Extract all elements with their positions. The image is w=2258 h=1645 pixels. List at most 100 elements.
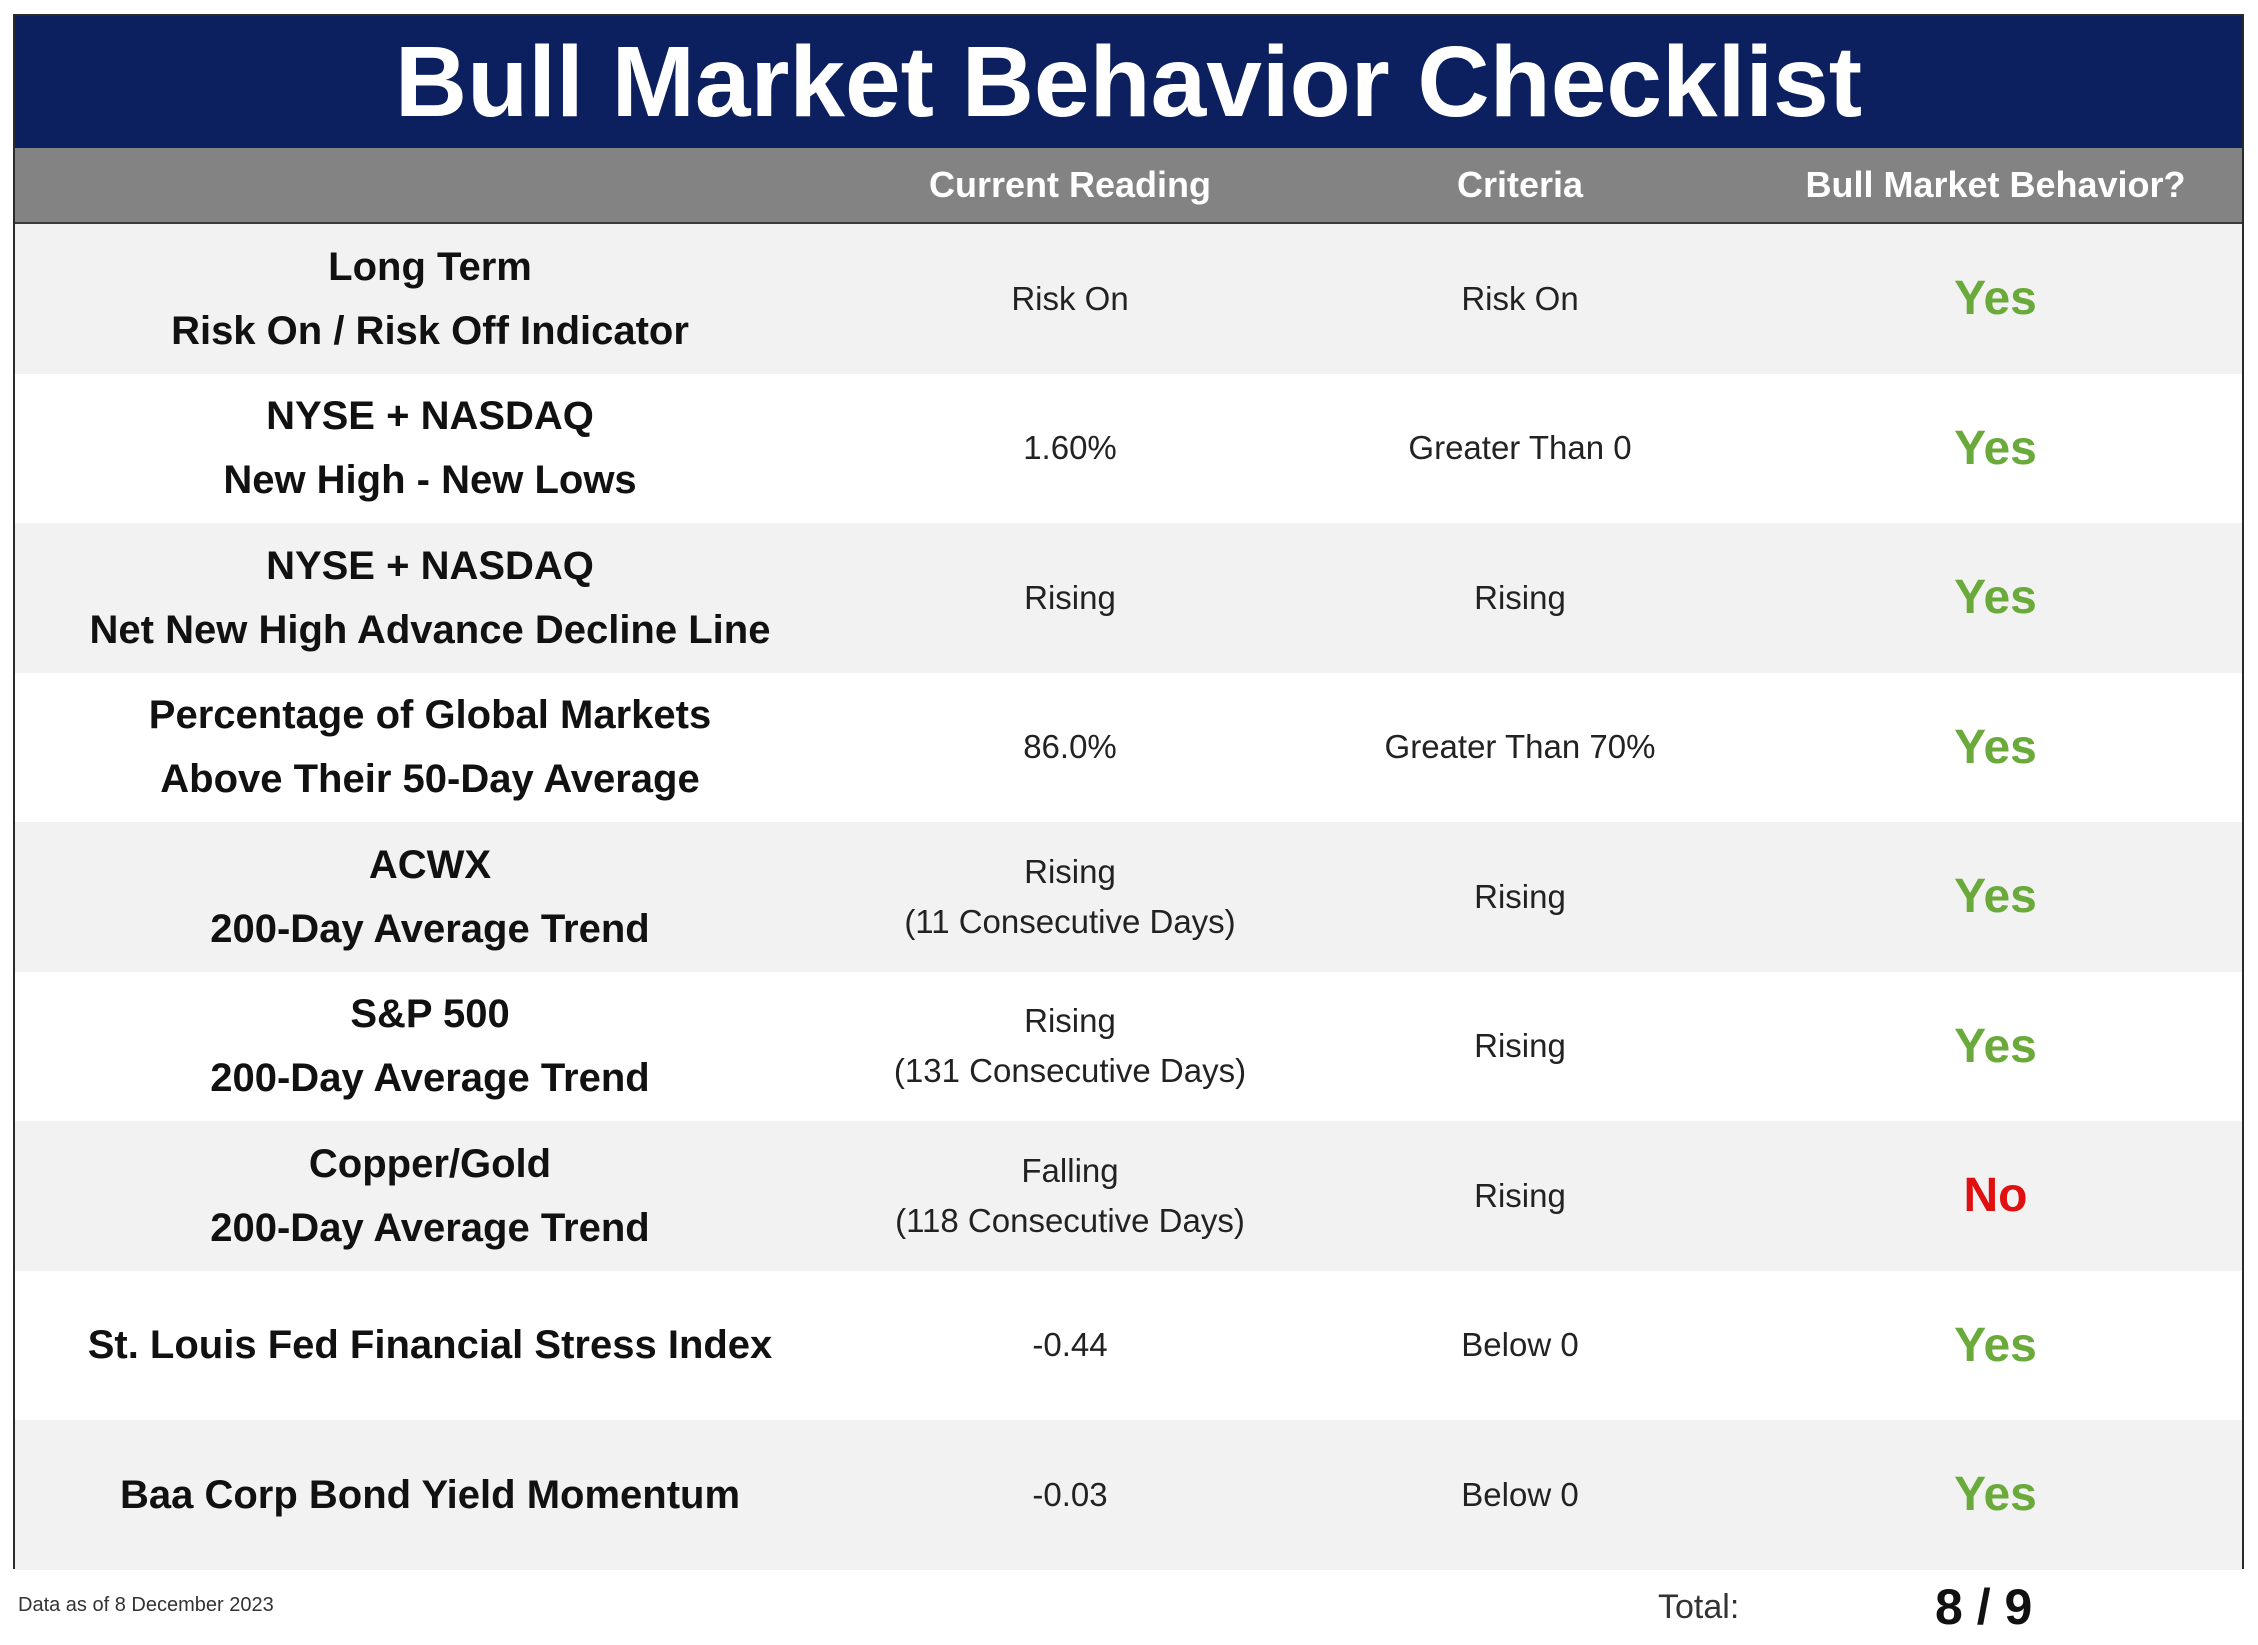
indicator-cell: S&P 500 200-Day Average Trend: [15, 972, 845, 1122]
header-bull-market-behavior: Bull Market Behavior?: [1805, 164, 2186, 205]
verdict-cell: Yes: [1745, 972, 2246, 1122]
verdict-cell: Yes: [1745, 523, 2246, 673]
verdict-yes: Yes: [1954, 421, 2037, 475]
page-title: Bull Market Behavior Checklist: [394, 26, 1863, 138]
indicator-label: Copper/Gold: [308, 1141, 552, 1186]
current-reading-cell: -0.44: [845, 1271, 1295, 1421]
header-indicator: [15, 148, 845, 222]
indicator-label: 200-Day Average Trend: [210, 1056, 650, 1101]
total-label: Total:: [1658, 1588, 1740, 1626]
current-reading-value: -0.03: [1032, 1475, 1108, 1513]
current-reading-cell: Rising (11 Consecutive Days): [845, 822, 1295, 972]
indicator-label: Baa Corp Bond Yield Momentum: [119, 1472, 741, 1517]
indicator-cell: St. Louis Fed Financial Stress Index: [15, 1271, 845, 1421]
indicator-label: Percentage of Global Markets: [148, 693, 712, 738]
indicator-cell: NYSE + NASDAQ Net New High Advance Declin…: [15, 523, 845, 673]
indicator-label: Net New High Advance Decline Line: [89, 607, 771, 652]
current-reading-cell: Rising (131 Consecutive Days): [845, 972, 1295, 1122]
header-current-reading: Current Reading: [928, 164, 1212, 205]
table-body: Long Term Risk On / Risk Off Indicator Ris…: [15, 224, 2242, 1570]
table-row: Copper/Gold 200-Day Average Trend Falling (…: [15, 1121, 2242, 1271]
table-row: S&P 500 200-Day Average Trend Rising (131 C…: [15, 971, 2242, 1122]
indicator-label: Long Term: [328, 244, 532, 289]
current-reading-cell: Rising: [845, 523, 1295, 673]
verdict-yes: Yes: [1954, 272, 2037, 326]
criteria-cell: Below 0: [1295, 1271, 1745, 1421]
current-reading-cell: 86.0%: [845, 673, 1295, 823]
current-reading-cell: 1.60%: [845, 374, 1295, 524]
indicator-label: NYSE + NASDAQ: [266, 394, 594, 439]
verdict-yes: Yes: [1954, 870, 2037, 924]
table-row: Baa Corp Bond Yield Momentum -0.03 Below 0…: [15, 1420, 2242, 1570]
verdict-yes: Yes: [1954, 1318, 2037, 1372]
indicator-label: NYSE + NASDAQ: [266, 543, 594, 588]
criteria-value: Rising: [1474, 578, 1566, 616]
criteria-value: Greater Than 0: [1408, 429, 1632, 467]
current-reading-value: Rising: [1024, 578, 1116, 616]
criteria-cell: Rising: [1295, 822, 1745, 972]
criteria-value: Rising: [1474, 1176, 1566, 1214]
current-reading-cell: Falling (118 Consecutive Days): [845, 1121, 1295, 1271]
indicator-cell: Copper/Gold 200-Day Average Trend: [15, 1121, 845, 1271]
criteria-value: Greater Than 70%: [1384, 728, 1656, 766]
criteria-cell: Below 0: [1295, 1420, 1745, 1570]
criteria-value: Rising: [1474, 877, 1566, 915]
current-reading-value: -0.44: [1032, 1326, 1108, 1364]
current-reading-value: (11 Consecutive Days): [904, 902, 1236, 940]
current-reading-value: Risk On: [1011, 279, 1129, 317]
indicator-label: S&P 500: [350, 992, 510, 1037]
indicator-cell: Percentage of Global Markets Above Their …: [15, 673, 845, 823]
current-reading-value: Rising: [1024, 1002, 1116, 1040]
criteria-value: Below 0: [1461, 1475, 1579, 1513]
current-reading-cell: Risk On: [845, 224, 1295, 374]
verdict-cell: Yes: [1745, 822, 2246, 972]
criteria-cell: Rising: [1295, 523, 1745, 673]
verdict-cell: Yes: [1745, 673, 2246, 823]
criteria-value: Rising: [1474, 1027, 1566, 1065]
table-header: Current Reading Criteria Bull Market Beh…: [15, 148, 2242, 224]
verdict-cell: Yes: [1745, 1271, 2246, 1421]
header-criteria: Criteria: [1456, 164, 1584, 205]
indicator-cell: ACWX 200-Day Average Trend: [15, 822, 845, 972]
current-reading-value: 1.60%: [1023, 429, 1117, 467]
table-row: NYSE + NASDAQ New High - New Lows 1.60% Gre…: [15, 373, 2242, 524]
title-bar: Bull Market Behavior Checklist: [15, 16, 2242, 148]
criteria-cell: Rising: [1295, 972, 1745, 1122]
indicator-label: ACWX: [368, 842, 492, 887]
indicator-label: Above Their 50-Day Average: [160, 757, 700, 802]
criteria-cell: Rising: [1295, 1121, 1745, 1271]
table-row: ACWX 200-Day Average Trend Rising (11 Conse…: [15, 822, 2242, 972]
indicator-label: 200-Day Average Trend: [210, 906, 650, 951]
current-reading-cell: -0.03: [845, 1420, 1295, 1570]
verdict-yes: Yes: [1954, 720, 2037, 774]
verdict-no: No: [1963, 1169, 2028, 1223]
data-as-of-note: Data as of 8 December 2023: [18, 1594, 274, 1616]
table-row: NYSE + NASDAQ Net New High Advance Declin…: [15, 523, 2242, 673]
current-reading-value: 86.0%: [1023, 728, 1117, 766]
verdict-yes: Yes: [1954, 1468, 2037, 1522]
criteria-value: Risk On: [1461, 279, 1579, 317]
table-row: Percentage of Global Markets Above Their …: [15, 672, 2242, 823]
verdict-cell: Yes: [1745, 224, 2246, 374]
verdict-yes: Yes: [1954, 571, 2037, 625]
criteria-cell: Risk On: [1295, 224, 1745, 374]
criteria-value: Below 0: [1461, 1326, 1579, 1364]
total-score: 8 / 9: [1935, 1579, 2033, 1635]
table-row: St. Louis Fed Financial Stress Index -0.4…: [15, 1270, 2242, 1421]
indicator-cell: Baa Corp Bond Yield Momentum: [15, 1420, 845, 1570]
current-reading-value: Falling: [1021, 1151, 1119, 1189]
current-reading-value: Rising: [1024, 852, 1116, 890]
indicator-label: Risk On / Risk Off Indicator: [171, 308, 689, 353]
indicator-label: New High - New Lows: [223, 458, 637, 503]
verdict-cell: Yes: [1745, 1420, 2246, 1570]
indicator-label: 200-Day Average Trend: [210, 1205, 650, 1250]
indicator-cell: NYSE + NASDAQ New High - New Lows: [15, 374, 845, 524]
checklist-table: Bull Market Behavior Checklist Current R…: [13, 14, 2244, 1570]
criteria-cell: Greater Than 70%: [1295, 673, 1745, 823]
table-row: Long Term Risk On / Risk Off Indicator Ris…: [15, 224, 2242, 374]
current-reading-value: (131 Consecutive Days): [893, 1052, 1247, 1090]
verdict-cell: Yes: [1745, 374, 2246, 524]
indicator-cell: Long Term Risk On / Risk Off Indicator: [15, 224, 845, 374]
current-reading-value: (118 Consecutive Days): [895, 1201, 1245, 1239]
verdict-yes: Yes: [1954, 1019, 2037, 1073]
